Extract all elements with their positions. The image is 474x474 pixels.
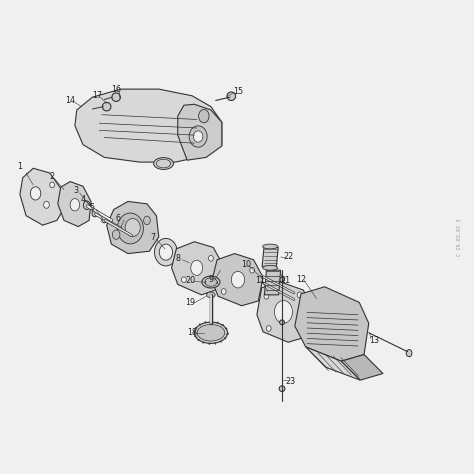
Ellipse shape [193,131,203,142]
Ellipse shape [299,324,304,330]
Ellipse shape [231,272,245,288]
Circle shape [280,320,284,325]
Polygon shape [20,168,64,225]
Ellipse shape [297,292,302,298]
Ellipse shape [264,293,269,299]
Polygon shape [212,254,263,306]
Text: 9: 9 [209,275,213,284]
Text: 23: 23 [285,377,295,386]
Text: 17: 17 [92,91,102,100]
Text: 15: 15 [233,87,243,95]
Ellipse shape [250,267,255,273]
Text: 16: 16 [111,85,121,93]
Text: 3: 3 [73,186,78,195]
Text: 11: 11 [255,276,265,285]
Text: 14: 14 [65,96,75,105]
Text: 22: 22 [283,253,293,261]
Polygon shape [178,104,222,160]
Ellipse shape [156,159,171,168]
Ellipse shape [182,277,186,283]
Text: 12: 12 [296,275,306,284]
Polygon shape [295,287,369,361]
Polygon shape [341,355,383,380]
Text: 20: 20 [185,276,196,285]
Ellipse shape [199,109,209,123]
Ellipse shape [189,126,207,147]
Ellipse shape [83,201,90,210]
Polygon shape [75,89,222,162]
Polygon shape [257,282,312,342]
Polygon shape [262,247,278,266]
Ellipse shape [101,216,107,223]
Ellipse shape [30,187,41,200]
Ellipse shape [207,292,215,298]
Ellipse shape [125,219,140,237]
Ellipse shape [70,199,80,211]
Text: 18: 18 [187,328,197,337]
Ellipse shape [191,260,202,275]
Ellipse shape [50,182,55,188]
Circle shape [280,277,284,282]
Ellipse shape [44,201,49,209]
Text: 6: 6 [116,214,121,222]
Text: C 19.03.01 3: C 19.03.01 3 [457,218,462,256]
Text: 8: 8 [175,254,180,263]
Ellipse shape [266,326,271,331]
Polygon shape [58,182,91,227]
Text: 10: 10 [241,260,252,268]
Ellipse shape [159,244,173,260]
Ellipse shape [406,350,412,357]
Ellipse shape [209,255,213,261]
Polygon shape [107,201,159,254]
Text: 5: 5 [90,203,95,212]
Text: 1: 1 [18,163,22,171]
Ellipse shape [118,213,143,244]
Polygon shape [264,270,281,295]
Text: 21: 21 [281,276,291,285]
Circle shape [112,93,120,101]
Ellipse shape [144,216,150,225]
Text: 2: 2 [50,172,55,181]
Ellipse shape [274,301,292,323]
Circle shape [227,92,236,100]
Circle shape [279,386,285,392]
Ellipse shape [263,265,278,270]
Text: 13: 13 [369,336,380,345]
Ellipse shape [221,289,226,294]
Ellipse shape [194,322,228,343]
Text: 4: 4 [81,195,85,203]
Ellipse shape [92,210,98,217]
Circle shape [102,102,111,111]
Ellipse shape [263,244,278,249]
Ellipse shape [202,276,220,288]
Text: 19: 19 [185,298,196,307]
Ellipse shape [154,157,173,170]
Polygon shape [172,242,222,295]
Polygon shape [306,347,360,380]
Ellipse shape [197,325,225,341]
Ellipse shape [155,238,177,266]
Ellipse shape [205,278,217,286]
Ellipse shape [112,230,120,239]
Text: 7: 7 [150,234,155,242]
